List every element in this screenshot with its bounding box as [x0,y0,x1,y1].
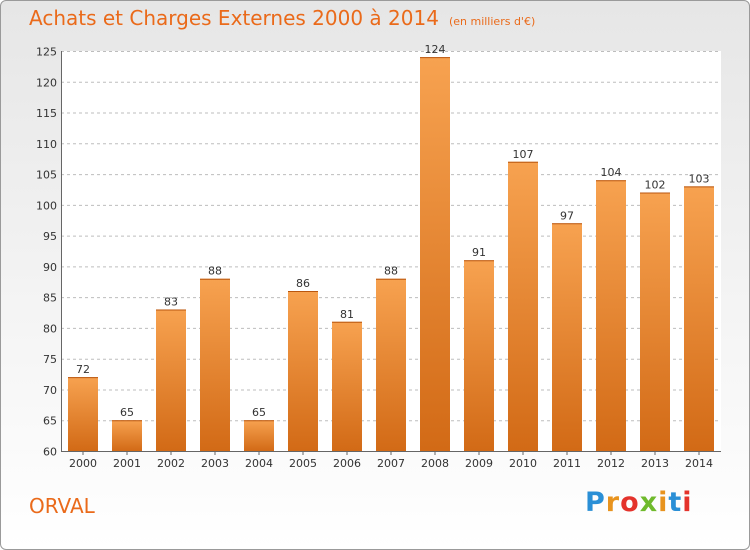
y-tick-label: 110 [36,138,57,151]
y-tick-label: 100 [36,199,57,212]
y-tick-label: 60 [43,446,57,459]
y-tick-label: 90 [43,261,57,274]
data-label: 88 [208,265,222,278]
logo-letter: o [620,487,640,518]
y-tick-label: 85 [43,292,57,305]
data-label: 72 [76,363,90,376]
data-label: 81 [340,308,354,321]
data-label: 91 [472,246,486,259]
bar [376,278,406,451]
bar [332,321,362,451]
bar [244,420,274,451]
x-tick-label: 2013 [641,457,669,470]
y-tick-label: 120 [36,76,57,89]
y-tick-label: 115 [36,107,57,120]
x-tick-label: 2012 [597,457,625,470]
data-label: 107 [513,148,534,161]
x-tick-label: 2010 [509,457,537,470]
y-tick-label: 65 [43,415,57,428]
logo-letter: r [605,487,621,518]
x-tick-label: 2000 [69,457,97,470]
x-tick-label: 2006 [333,457,361,470]
proxiti-logo: Proxiti [585,487,693,518]
bar [112,420,142,451]
logo-letter: t [668,487,683,518]
bar [288,291,318,451]
x-tick-label: 2001 [113,457,141,470]
x-tick-label: 2004 [245,457,273,470]
y-tick-label: 125 [36,46,57,59]
bar [156,309,186,451]
y-tick-label: 80 [43,322,57,335]
x-tick-label: 2005 [289,457,317,470]
bar [508,161,538,451]
bar [640,192,670,452]
x-tick-label: 2014 [685,457,713,470]
data-label: 104 [601,166,622,179]
data-label: 86 [296,277,310,290]
data-label: 65 [120,406,134,419]
y-tick-label: 105 [36,169,57,182]
bar [420,57,450,452]
data-label: 88 [384,265,398,278]
y-tick-label: 95 [43,230,57,243]
logo-letter: x [639,487,659,518]
x-tick-label: 2008 [421,457,449,470]
x-tick-label: 2007 [377,457,405,470]
data-label: 97 [560,209,574,222]
logo-letter: i [658,487,669,518]
bar [68,377,98,451]
data-label: 83 [164,295,178,308]
x-tick-label: 2011 [553,457,581,470]
y-tick-label: 75 [43,353,57,366]
x-tick-label: 2003 [201,457,229,470]
logo-letter: i [682,487,693,518]
logo-letter: P [585,487,606,518]
data-label: 65 [252,406,266,419]
data-label: 103 [689,172,710,185]
bar [200,278,230,451]
chart-title: Achats et Charges Externes 2000 à 2014 (e… [29,6,535,30]
data-label: 124 [425,43,446,56]
place-name: ORVAL [29,494,95,518]
bar [596,180,626,451]
title-text: Achats et Charges Externes 2000 à 2014 [29,6,439,30]
bar [552,223,582,451]
x-tick-label: 2002 [157,457,185,470]
data-label: 102 [645,179,666,192]
bar [464,260,494,451]
y-tick-label: 70 [43,384,57,397]
x-tick-label: 2009 [465,457,493,470]
unit-text: (en milliers d'€) [448,15,536,28]
bar [684,186,714,451]
